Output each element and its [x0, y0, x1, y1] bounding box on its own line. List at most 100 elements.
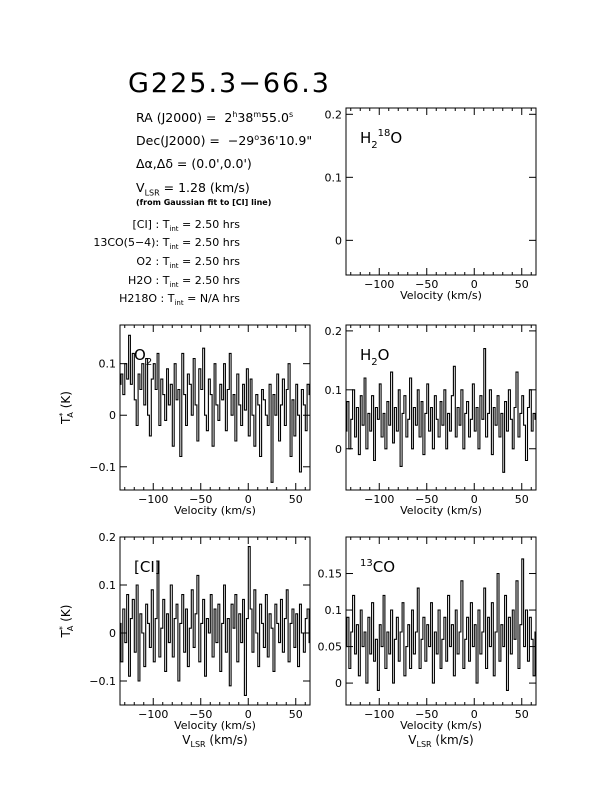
dec-arcmin: 36	[259, 133, 276, 149]
ra-label: RA (J2000) =	[136, 110, 217, 126]
x-tick-label: −100	[364, 493, 394, 506]
x-axis-label: Velocity (km/s)	[400, 504, 482, 517]
vlsr-axis-label: VLSR (km/s)	[182, 733, 247, 749]
x-tick-label: −100	[364, 708, 394, 721]
integration-sub: int	[174, 299, 184, 308]
x-tick-label: −100	[364, 278, 394, 291]
ra-hours: 2	[224, 110, 233, 126]
integration-time: 2.50 hrs	[194, 218, 240, 231]
integration-eq: =	[183, 292, 200, 305]
y-tick-label: 0	[335, 234, 342, 247]
y-tick-label: 0.05	[318, 641, 343, 654]
plot-frame	[345, 324, 537, 491]
x-tick-label: 50	[515, 493, 529, 506]
integration-eq: =	[178, 255, 195, 268]
integration-row: O2 : Tint = 2.50 hrs	[136, 255, 240, 270]
y-tick-label: −0.1	[89, 461, 116, 474]
integration-sub: int	[169, 262, 179, 271]
ta-axis-label: T*A (K)	[58, 391, 75, 425]
vlsr-line: VLSR = 1.28 (km/s)	[136, 180, 250, 198]
spectrum-line	[346, 558, 536, 691]
x-tick-label: 50	[515, 708, 529, 721]
integration-eq: =	[178, 218, 195, 231]
x-tick-label: 50	[515, 278, 529, 291]
integration-time: 2.50 hrs	[194, 236, 240, 249]
integration-line-name: H218O :	[119, 292, 168, 305]
integration-label: T	[162, 255, 170, 268]
dec-degrees: −29	[227, 133, 255, 149]
x-tick-label: 0	[245, 708, 252, 721]
integration-line-name: 13CO(5−4):	[93, 236, 163, 249]
spectrum-line	[120, 546, 310, 696]
integration-line-name: O2 :	[136, 255, 163, 268]
panel-label: 13CO	[360, 558, 395, 576]
plot-frame	[345, 107, 537, 276]
y-tick-label: −0.1	[89, 675, 116, 688]
offset-label: Δα,Δδ =	[136, 156, 188, 171]
y-tick-label: 0.1	[99, 579, 117, 592]
integration-line-name: H2O :	[128, 274, 163, 287]
integration-row: 13CO(5−4): Tint = 2.50 hrs	[93, 236, 240, 251]
panel-label: O2	[134, 346, 152, 368]
x-axis-label: Velocity (km/s)	[400, 289, 482, 302]
integration-sub: int	[169, 225, 179, 234]
dec-label: Dec(J2000) =	[136, 133, 220, 149]
integration-row: [CI] : Tint = 2.50 hrs	[132, 218, 240, 233]
y-tick-label: 0.1	[325, 604, 343, 617]
y-tick-label: 0	[335, 443, 342, 456]
x-tick-label: −100	[138, 493, 168, 506]
vlsr-sub: LSR	[144, 188, 160, 198]
vlsr-value: = 1.28 (km/s)	[159, 180, 250, 195]
integration-label: T	[167, 292, 175, 305]
x-tick-label: 0	[471, 278, 478, 291]
x-tick-label: 0	[471, 708, 478, 721]
offset-line: Δα,Δδ = (0.0',0.0')	[136, 156, 252, 171]
y-tick-label: 0	[109, 627, 116, 640]
vlsr-label: V	[136, 180, 145, 195]
integration-eq: =	[178, 274, 195, 287]
plot-frame	[119, 324, 311, 491]
x-tick-label: −100	[138, 708, 168, 721]
integration-time: 2.50 hrs	[194, 274, 240, 287]
y-tick-label: 0.1	[99, 358, 117, 371]
integration-time: N/A hrs	[199, 292, 240, 305]
integration-row: H2O : Tint = 2.50 hrs	[128, 274, 240, 289]
dec-line: Dec(J2000) = −29o36'10.9"	[136, 133, 313, 149]
x-tick-label: −50	[415, 708, 438, 721]
integration-label: T	[162, 218, 170, 231]
spectrum-line	[346, 348, 536, 473]
x-axis-label: Velocity (km/s)	[400, 719, 482, 732]
spectrum-line	[120, 334, 310, 483]
integration-label: T	[162, 236, 170, 249]
x-tick-label: −50	[415, 493, 438, 506]
integration-time: 2.50 hrs	[194, 255, 240, 268]
y-tick-label: 0.2	[99, 531, 117, 544]
panel-label: H218O	[360, 128, 402, 151]
offset-value: (0.0',0.0')	[191, 156, 252, 171]
ra-line: RA (J2000) = 2h38m55.0s	[136, 110, 294, 126]
x-tick-label: −50	[189, 493, 212, 506]
x-tick-label: 0	[245, 493, 252, 506]
source-title: G225.3−66.3	[128, 68, 331, 99]
y-tick-label: 0.15	[318, 568, 343, 581]
plot-frame	[345, 536, 537, 706]
y-tick-label: 0.1	[325, 384, 343, 397]
vlsr-note: (from Gaussian fit to [CI] line)	[136, 198, 272, 207]
y-tick-label: 0	[335, 677, 342, 690]
integration-label: T	[162, 274, 170, 287]
x-axis-label: Velocity (km/s)	[174, 504, 256, 517]
integration-sub: int	[169, 281, 179, 290]
x-tick-label: 0	[471, 493, 478, 506]
plot-frame	[119, 536, 311, 706]
y-tick-label: 0	[109, 409, 116, 422]
integration-sub: int	[169, 243, 179, 252]
ra-minutes: 38	[237, 110, 254, 126]
y-tick-label: 0.2	[325, 108, 343, 121]
y-tick-label: 0.1	[325, 171, 343, 184]
integration-line-name: [CI] :	[132, 218, 163, 231]
x-tick-label: 50	[289, 493, 303, 506]
ra-seconds: 55.0	[261, 110, 289, 126]
ta-axis-label: T*A (K)	[58, 605, 75, 639]
